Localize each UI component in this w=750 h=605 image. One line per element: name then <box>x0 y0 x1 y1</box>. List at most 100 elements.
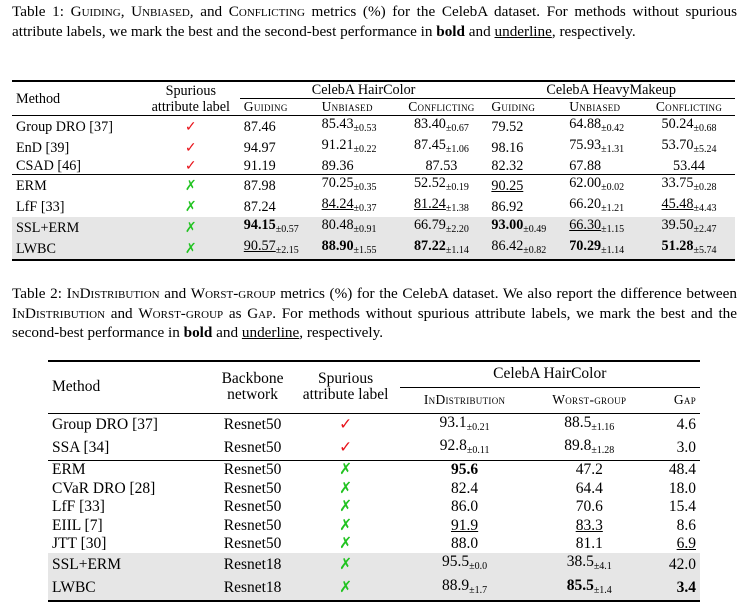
caption-text: and <box>159 285 191 302</box>
caption-text: Gap <box>247 304 273 322</box>
header-row: InDistribution Worst-group Gap <box>48 387 700 413</box>
metric-cell: 95.6 <box>400 461 530 480</box>
header-col: Guiding <box>491 99 536 114</box>
cross-icon: ✗ <box>339 534 353 552</box>
cell-value: 80.48 <box>321 217 354 233</box>
metric-cell: 87.45±1.06 <box>395 137 487 158</box>
method-name: ERM <box>52 461 86 479</box>
metric-cell: 82.32 <box>487 158 565 175</box>
cell-std: ±5.24 <box>693 144 717 155</box>
metric-cell: 38.5±4.1 <box>529 553 649 577</box>
metric-cell: 83.40±0.67 <box>395 116 487 138</box>
metric-cell: 86.0 <box>400 498 530 516</box>
backbone-name: Resnet50 <box>223 516 282 534</box>
cell-value: 3.0 <box>676 439 696 457</box>
method-name: SSL+ERM <box>48 553 214 577</box>
metric-cell: 18.0 <box>649 480 700 498</box>
metric-cell: 64.4 <box>530 480 649 498</box>
table-row: LWBC ✗ 90.57±2.15 88.90±1.55 87.22±1.14 86.42… <box>12 238 735 260</box>
table-row: EIIL [7] Resnet50 ✗ 91.9 83.3 8.6 <box>48 517 700 535</box>
table2: Method Backbone network Spurious attribute… <box>48 360 700 602</box>
cell-value: 70.6 <box>575 498 603 516</box>
spurious-label-cell: ✗ <box>141 238 240 260</box>
cell-value: 88.0 <box>451 534 479 552</box>
cell-value: 47.2 <box>575 461 603 479</box>
caption-text: , and <box>189 3 229 20</box>
metric-cell: 85.5±1.4 <box>529 576 649 602</box>
cross-icon: ✗ <box>339 555 353 573</box>
cell-value: 88.5 <box>564 413 592 431</box>
caption-text: as <box>223 304 248 322</box>
cell-value: 64.88 <box>569 116 602 132</box>
metric-cell: 94.97 <box>240 137 318 158</box>
table-row: ERM Resnet50 ✗ 95.6 47.2 48.4 <box>48 460 700 480</box>
metric-cell: 91.9 <box>400 517 530 535</box>
cell-value: 6.9 <box>676 534 696 552</box>
method-name: CSAD [46] <box>16 158 82 174</box>
metric-cell: 89.36 <box>318 158 396 175</box>
spurious-label-cell: ✗ <box>291 553 400 577</box>
metric-cell: 39.50±2.47 <box>643 217 735 238</box>
spurious-label-cell: ✗ <box>142 196 240 217</box>
cross-icon: ✗ <box>184 240 197 257</box>
caption-label: Table 2: <box>12 285 62 302</box>
cell-std: ±0.82 <box>523 245 547 256</box>
metric-cell: 91.21±0.22 <box>318 137 396 158</box>
metric-cell: 6.9 <box>649 535 700 553</box>
cell-value: 86.92 <box>491 198 524 215</box>
caption-text: InDistribution <box>12 304 106 322</box>
cell-std: ±1.06 <box>445 144 469 155</box>
header-col: Conflicting <box>408 99 475 114</box>
caption-text: InDistribution <box>66 285 160 302</box>
metric-cell: 15.4 <box>649 498 700 516</box>
cell-std: ±0.53 <box>353 123 377 134</box>
metric-cell: 75.93±1.31 <box>565 137 643 158</box>
spurious-label-cell: ✓ <box>142 116 240 138</box>
cell-value: 87.24 <box>243 198 276 215</box>
header-spurious: Spurious attribute label <box>151 82 230 115</box>
spurious-label-cell: ✓ <box>292 437 400 461</box>
cell-std: ±0.02 <box>601 182 625 193</box>
caption-text: and <box>212 324 242 341</box>
cell-value: 33.75 <box>661 175 694 191</box>
metric-cell: 81.1 <box>530 535 649 553</box>
caption-text: , <box>120 3 132 20</box>
table-row: LWBC Resnet18 ✗ 88.9±1.7 85.5±1.4 3.4 <box>48 576 700 602</box>
cell-value: 95.5 <box>442 553 470 571</box>
caption-label: Table 1: <box>12 3 64 20</box>
cell-value: 48.4 <box>668 461 696 479</box>
metric-cell: 82.4 <box>400 480 530 498</box>
spurious-label-cell: ✗ <box>292 480 400 498</box>
method-name: ERM <box>16 177 47 194</box>
header-group-haircolor: CelebA HairColor <box>399 361 700 388</box>
cell-value: 89.8 <box>564 436 592 454</box>
metric-cell: 88.9±1.7 <box>399 576 530 602</box>
table-row: SSA [34] Resnet50 ✓ 92.8±0.11 89.8±1.28 3.0 <box>48 437 700 461</box>
table1: Method Spurious attribute label CelebA Hai… <box>12 80 735 261</box>
metric-cell: 47.2 <box>530 461 649 480</box>
cell-value: 50.24 <box>661 116 694 132</box>
header-group-heavymakeup: CelebA HeavyMakeup <box>487 81 735 99</box>
cell-value: 91.19 <box>243 158 276 174</box>
cell-value: 86.0 <box>451 498 479 516</box>
cell-std: ±0.0 <box>469 561 488 573</box>
metric-cell: 92.8±0.11 <box>400 437 530 461</box>
cross-icon: ✗ <box>184 198 197 215</box>
spurious-label-cell: ✗ <box>291 576 400 602</box>
table-row: LfF [33] ✗ 87.24 84.24±0.37 81.24±1.38 86.92 6… <box>12 196 735 217</box>
metric-cell: 67.88 <box>565 158 643 175</box>
backbone-name: Resnet50 <box>223 534 282 552</box>
cell-value: 52.52 <box>413 175 446 191</box>
metric-cell: 87.24 <box>240 196 318 217</box>
header-col: Unbiased <box>321 99 373 114</box>
cell-value: 66.30 <box>569 217 602 233</box>
method-name: SSA [34] <box>52 439 110 457</box>
cell-std: ±0.22 <box>353 144 377 155</box>
method-name: EIIL [7] <box>52 516 103 534</box>
header-method: Method <box>52 378 101 396</box>
metric-cell: 93.1±0.21 <box>400 413 530 437</box>
cross-icon: ✗ <box>339 579 353 597</box>
cell-value: 15.4 <box>668 498 696 516</box>
metric-cell: 87.46 <box>240 116 318 138</box>
metric-cell: 81.24±1.38 <box>395 196 487 217</box>
